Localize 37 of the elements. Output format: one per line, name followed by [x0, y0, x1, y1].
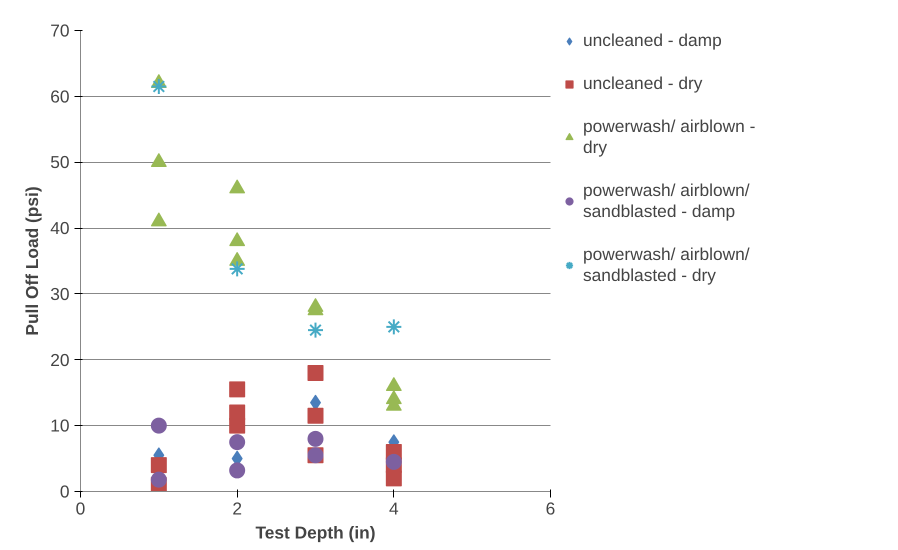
- point: [150, 418, 167, 434]
- point: [150, 457, 167, 474]
- point: [229, 232, 246, 246]
- y-tick-label: 30: [50, 284, 70, 304]
- point: [385, 318, 402, 336]
- point: [229, 381, 246, 398]
- y-tick-label: 50: [50, 152, 70, 172]
- y-tick-label: 60: [50, 86, 70, 106]
- legend-label: powerwash/ airblown/ sandblasted - damp: [583, 180, 750, 222]
- point: [229, 434, 246, 450]
- point: [229, 462, 246, 478]
- point: [308, 364, 324, 381]
- y-tick-label: 10: [50, 416, 70, 436]
- point: [228, 260, 246, 278]
- point: [386, 454, 402, 470]
- y-tick-label: 20: [50, 350, 70, 370]
- point: [307, 322, 324, 339]
- x-axis-title: Test Depth (in): [256, 522, 376, 542]
- x-tick-label: 4: [389, 498, 400, 518]
- point: [150, 472, 167, 488]
- point: [229, 179, 246, 194]
- y-tick-label: 0: [60, 482, 70, 502]
- point: [150, 153, 167, 168]
- x-tick-label: 2: [232, 498, 242, 518]
- x-tick-label: 0: [76, 498, 86, 518]
- legend-label: powerwash/ airblown/ sandblasted - dry: [583, 244, 750, 286]
- legend-label: uncleaned - dry: [583, 73, 702, 94]
- point: [308, 430, 324, 447]
- y-tick-label: 40: [50, 218, 70, 238]
- x-tick-label: 6: [546, 498, 556, 518]
- point: [150, 212, 167, 226]
- y-axis-title: Pull Off Load (psi): [22, 186, 42, 336]
- point: [308, 408, 324, 424]
- legend-label: uncleaned - damp: [583, 30, 722, 51]
- point: [229, 404, 246, 420]
- legend-label: powerwash/ airblown - dry: [583, 116, 756, 158]
- y-tick-label: 70: [50, 20, 70, 40]
